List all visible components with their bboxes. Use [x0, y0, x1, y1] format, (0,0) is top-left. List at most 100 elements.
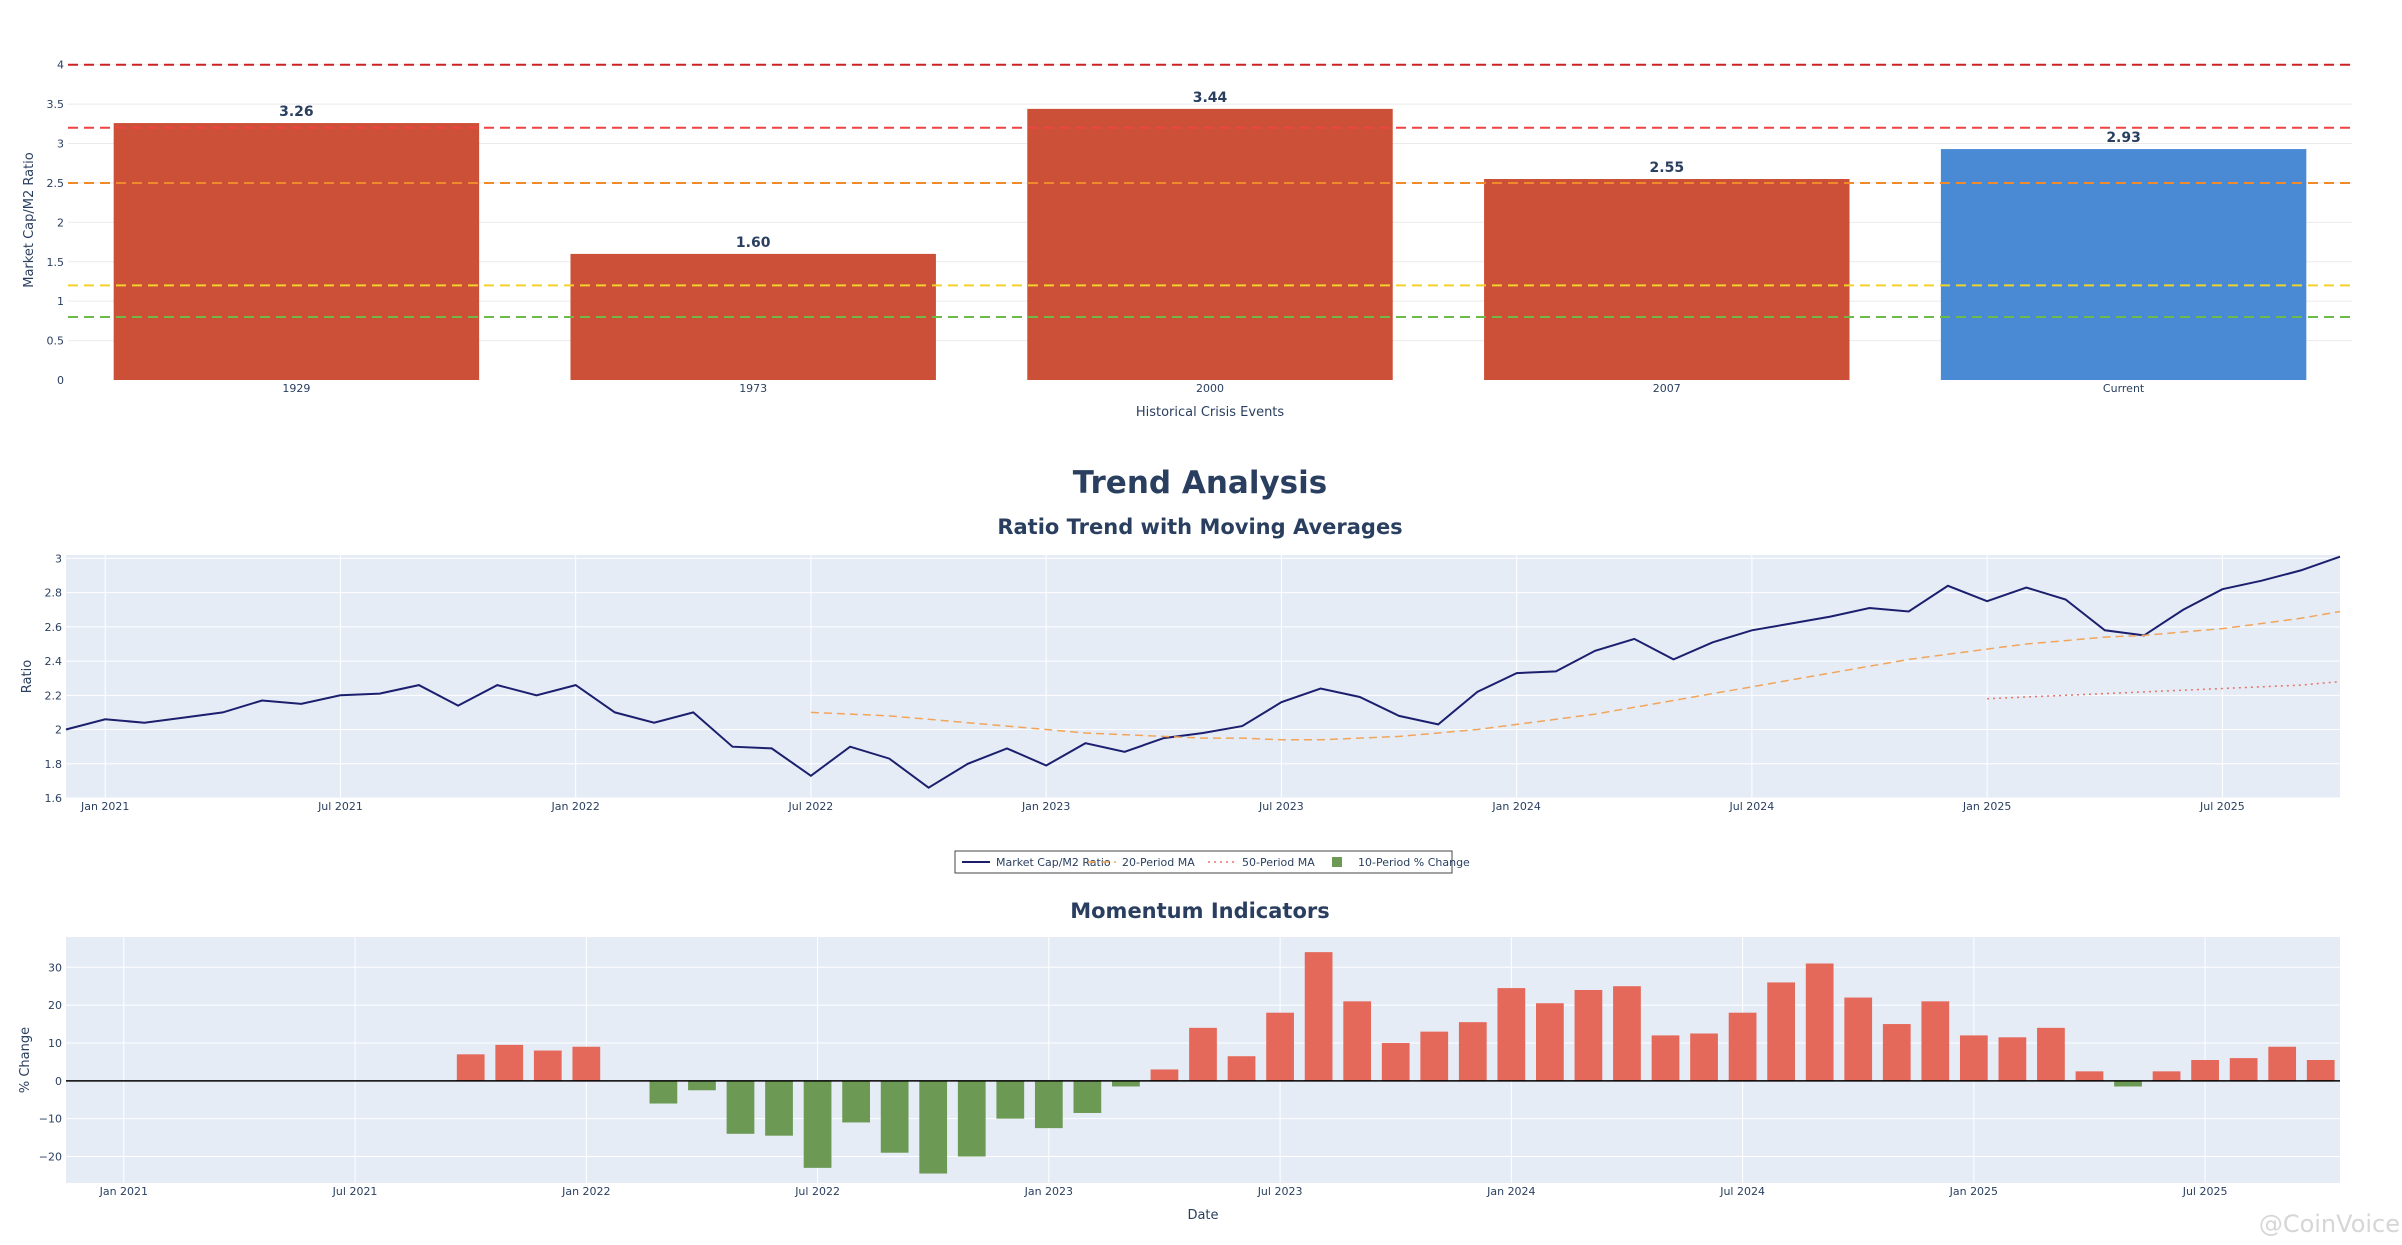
bar: [957, 1080, 986, 1157]
y-tick-label: 30: [48, 961, 62, 974]
bar: [1613, 986, 1641, 1081]
x-tick-label: Jan 2021: [80, 800, 129, 813]
bar-value-label: 1.60: [736, 235, 771, 251]
y-tick-label: 3: [57, 138, 64, 151]
bar: [2037, 1027, 2065, 1081]
y-tick-label: 1.6: [45, 792, 63, 805]
bar: [1497, 988, 1526, 1081]
bar: [1304, 952, 1333, 1081]
bar: [1381, 1042, 1410, 1081]
bar: [1805, 963, 1834, 1081]
bar: [803, 1080, 832, 1168]
legend-label: 50-Period MA: [1242, 856, 1315, 869]
y-tick-label: 3.5: [47, 98, 65, 111]
y-tick-label: 2.2: [45, 689, 63, 702]
y-tick-label: 2.5: [47, 177, 65, 190]
bar-value-label: 3.26: [279, 104, 314, 120]
bar: [1536, 1003, 1564, 1081]
x-tick-label: Jul 2025: [2199, 800, 2245, 813]
x-axis-title: Date: [1187, 1208, 1218, 1223]
x-tick-label: 2007: [1653, 382, 1681, 395]
legend-label: 20-Period MA: [1122, 856, 1195, 869]
y-tick-label: 0: [57, 374, 64, 387]
watermark-text: @CoinVoice: [2259, 1210, 2400, 1238]
legend-swatch: [1332, 857, 1342, 867]
bar: [1574, 989, 1603, 1081]
bar: [1150, 1069, 1179, 1081]
x-tick-label: Jul 2024: [1719, 1185, 1765, 1198]
bar-value-label: 3.44: [1193, 90, 1228, 106]
bar: [1921, 1001, 1950, 1081]
bar: [570, 253, 936, 380]
x-tick-label: Current: [2103, 382, 2145, 395]
y-tick-label: 3: [55, 552, 62, 565]
x-tick-label: Jul 2022: [794, 1185, 840, 1198]
chart-legend: Market Cap/M2 Ratio 20-Period MA 50-Period…: [954, 850, 1470, 874]
x-tick-label: Jan 2024: [1486, 1185, 1535, 1198]
x-tick-label: Jan 2025: [1962, 800, 2011, 813]
bar: [1767, 982, 1796, 1081]
bar: [2268, 1046, 2297, 1081]
bar: [2114, 1080, 2142, 1087]
y-tick-label: 0.5: [47, 335, 65, 348]
bar: [2075, 1071, 2104, 1081]
x-tick-label: Jan 2021: [99, 1185, 148, 1198]
bar: [1227, 1056, 1256, 1081]
bar: [1998, 1037, 2027, 1081]
x-tick-label: Jul 2021: [332, 1185, 378, 1198]
bar: [1189, 1027, 1217, 1081]
y-tick-label: −10: [39, 1113, 62, 1126]
bar: [1112, 1080, 1140, 1087]
bar: [1940, 149, 2307, 380]
bar: [2191, 1060, 2219, 1081]
y-tick-label: 2.6: [45, 621, 63, 634]
bar: [1844, 997, 1873, 1081]
legend-box: [954, 850, 1453, 874]
y-tick-label: 1.5: [47, 256, 65, 269]
x-tick-label: 2000: [1196, 382, 1224, 395]
y-tick-label: 4: [57, 59, 64, 72]
x-tick-label: Jan 2025: [1949, 1185, 1998, 1198]
bar: [1651, 1035, 1680, 1081]
x-tick-label: Jan 2023: [1024, 1185, 1073, 1198]
crisis-bar-chart: 0 0.5 1 1.5 2 2.5 3 3.5 4 3.26 1929 1.60 1973 3.44 200…: [22, 59, 2352, 420]
bar: [1484, 179, 1850, 380]
bar: [1458, 1022, 1487, 1081]
bar: [572, 1046, 601, 1081]
bar: [1034, 1080, 1063, 1129]
trend-chart-title: Ratio Trend with Moving Averages: [997, 515, 1402, 539]
y-tick-label: 2.4: [45, 655, 63, 668]
y-tick-label: 2.8: [45, 587, 63, 600]
bar: [1420, 1031, 1449, 1081]
legend-label: 10-Period % Change: [1358, 856, 1470, 869]
x-tick-label: 1973: [739, 382, 767, 395]
y-tick-label: 2: [55, 724, 62, 737]
bar: [1882, 1024, 1911, 1081]
y-axis-title: Market Cap/M2 Ratio: [22, 152, 37, 288]
momentum-bar-chart: −20 −10 0 10 20 30 Jan 2021 Jul 2021 Jan 2022 Jul…: [18, 937, 2340, 1223]
y-tick-label: 10: [48, 1037, 62, 1050]
y-tick-label: 0: [55, 1075, 62, 1088]
y-axis-title: % Change: [18, 1027, 33, 1093]
bar: [688, 1080, 716, 1091]
bar: [2229, 1058, 2258, 1081]
y-tick-label: 20: [48, 999, 62, 1012]
bar: [456, 1054, 485, 1081]
bar: [113, 123, 480, 380]
x-tick-label: Jan 2023: [1021, 800, 1070, 813]
bar: [1343, 1001, 1372, 1081]
x-tick-label: Jul 2025: [2182, 1185, 2228, 1198]
bar: [1073, 1080, 1102, 1113]
x-tick-label: Jul 2021: [317, 800, 363, 813]
main-title: Trend Analysis: [1073, 465, 1327, 501]
bar: [1728, 1012, 1757, 1081]
x-tick-label: Jul 2024: [1729, 800, 1775, 813]
x-tick-label: Jan 2022: [550, 800, 599, 813]
x-tick-label: Jul 2022: [788, 800, 834, 813]
bar: [1959, 1035, 1988, 1081]
legend-label: Market Cap/M2 Ratio: [996, 856, 1111, 869]
bar: [842, 1080, 870, 1123]
x-tick-label: Jul 2023: [1258, 800, 1304, 813]
series-line: [1987, 680, 2341, 700]
